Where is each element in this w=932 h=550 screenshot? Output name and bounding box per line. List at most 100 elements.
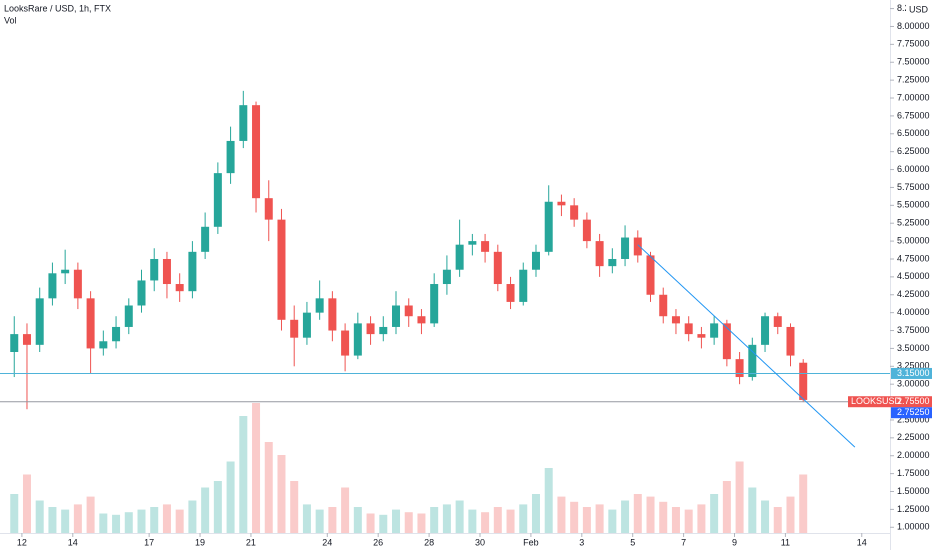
x-tick-label: 5 xyxy=(630,537,635,547)
volume-bar xyxy=(150,507,159,533)
volume-bar xyxy=(659,501,668,533)
candle-body xyxy=(392,305,401,327)
price-tag-label: 3.15000 xyxy=(897,368,930,378)
x-tick-label: 11 xyxy=(781,537,790,547)
x-tick-label: 14 xyxy=(857,537,867,547)
candle-body xyxy=(10,334,19,352)
price-tag-label: 2.75500 xyxy=(897,396,930,406)
candle-body xyxy=(86,298,95,349)
volume-bar xyxy=(201,487,210,533)
volume-bar xyxy=(328,507,337,533)
y-tick-label: 6.25000 xyxy=(897,146,930,156)
x-tick-label: 17 xyxy=(144,537,154,547)
candle-body xyxy=(506,284,515,302)
candle-body xyxy=(417,316,426,324)
candle-body xyxy=(226,140,235,174)
trendline xyxy=(637,244,856,448)
volume-bar xyxy=(557,496,566,533)
candle-body xyxy=(773,316,782,327)
volume-bar xyxy=(61,509,70,533)
volume-bar xyxy=(748,487,757,533)
candle-body xyxy=(239,105,248,141)
candle-body xyxy=(786,326,795,356)
candle-body xyxy=(557,201,566,206)
y-tick-label: 1.50000 xyxy=(897,486,930,496)
candle-body xyxy=(570,205,579,220)
x-tick-label: Feb xyxy=(523,537,539,547)
x-tick-label: 21 xyxy=(246,537,256,547)
candle-body xyxy=(722,323,731,360)
volume-bar xyxy=(544,468,553,533)
candle-body xyxy=(430,284,439,324)
volume-bar xyxy=(710,494,719,533)
chart-title: LooksRare / USD, 1h, FTX xyxy=(4,3,111,13)
y-tick-label: 3.50000 xyxy=(897,343,930,353)
candle-body xyxy=(442,269,451,285)
volume-bar xyxy=(302,504,311,533)
candle-body xyxy=(99,341,108,349)
candle-body xyxy=(302,312,311,338)
volume-bar xyxy=(761,500,770,533)
candle-body xyxy=(162,258,171,285)
y-tick-label: 3.25000 xyxy=(897,361,930,371)
volume-bar xyxy=(86,496,95,533)
candle-body xyxy=(710,323,719,338)
x-tick-label: 28 xyxy=(424,537,434,547)
candle-body xyxy=(73,269,82,299)
candle-body xyxy=(697,334,706,338)
candle-body xyxy=(137,280,146,306)
x-tick-label: 24 xyxy=(322,537,332,547)
y-tick-label: 7.25000 xyxy=(897,75,930,85)
candle-body xyxy=(201,226,210,252)
volume-bar xyxy=(570,501,579,533)
price-tag xyxy=(891,367,932,379)
volume-bar xyxy=(175,509,184,533)
currency-label: USD xyxy=(909,4,929,14)
x-tick-label: 3 xyxy=(579,537,584,547)
candle-body xyxy=(621,237,630,259)
volume-bar xyxy=(73,504,82,533)
volume-bar xyxy=(621,500,630,533)
candle-body xyxy=(582,219,591,242)
volume-bar xyxy=(341,487,350,533)
candle-body xyxy=(595,241,604,267)
candle-body xyxy=(646,255,655,295)
price-tag-name: LOOKSUSD xyxy=(851,396,902,406)
x-tick-label: 30 xyxy=(475,537,485,547)
volume-bar xyxy=(417,513,426,533)
volume-bar xyxy=(353,507,362,533)
volume-bar xyxy=(162,504,171,533)
candle-body xyxy=(493,251,502,285)
candle-body xyxy=(531,251,540,270)
y-tick-label: 8.00000 xyxy=(897,21,930,31)
y-tick-label: 7.75000 xyxy=(897,39,930,49)
volume-bar xyxy=(112,514,121,533)
price-tag xyxy=(848,396,932,408)
volume-bar xyxy=(773,507,782,533)
volume-bar xyxy=(379,514,388,533)
volume-bar xyxy=(455,500,464,533)
volume-bar xyxy=(252,403,261,533)
volume-bar xyxy=(646,496,655,533)
candle-body xyxy=(48,273,57,299)
candle-body xyxy=(761,316,770,345)
volume-bar xyxy=(799,474,808,533)
candle-body xyxy=(252,105,261,199)
volume-bar xyxy=(188,500,197,533)
x-tick-label: 7 xyxy=(681,537,686,547)
candle-body xyxy=(481,241,490,252)
candle-body xyxy=(404,305,413,317)
y-tick-label: 1.00000 xyxy=(897,522,930,532)
y-tick-label: 5.25000 xyxy=(897,218,930,228)
y-tick-label: 6.75000 xyxy=(897,110,930,120)
volume-bar xyxy=(786,496,795,533)
volume-bar xyxy=(671,507,680,533)
x-tick-label: 26 xyxy=(373,537,383,547)
volume-bar xyxy=(213,481,222,533)
y-tick-label: 4.50000 xyxy=(897,271,930,281)
y-tick-label: 7.50000 xyxy=(897,57,930,67)
y-tick-label: 3.00000 xyxy=(897,379,930,389)
